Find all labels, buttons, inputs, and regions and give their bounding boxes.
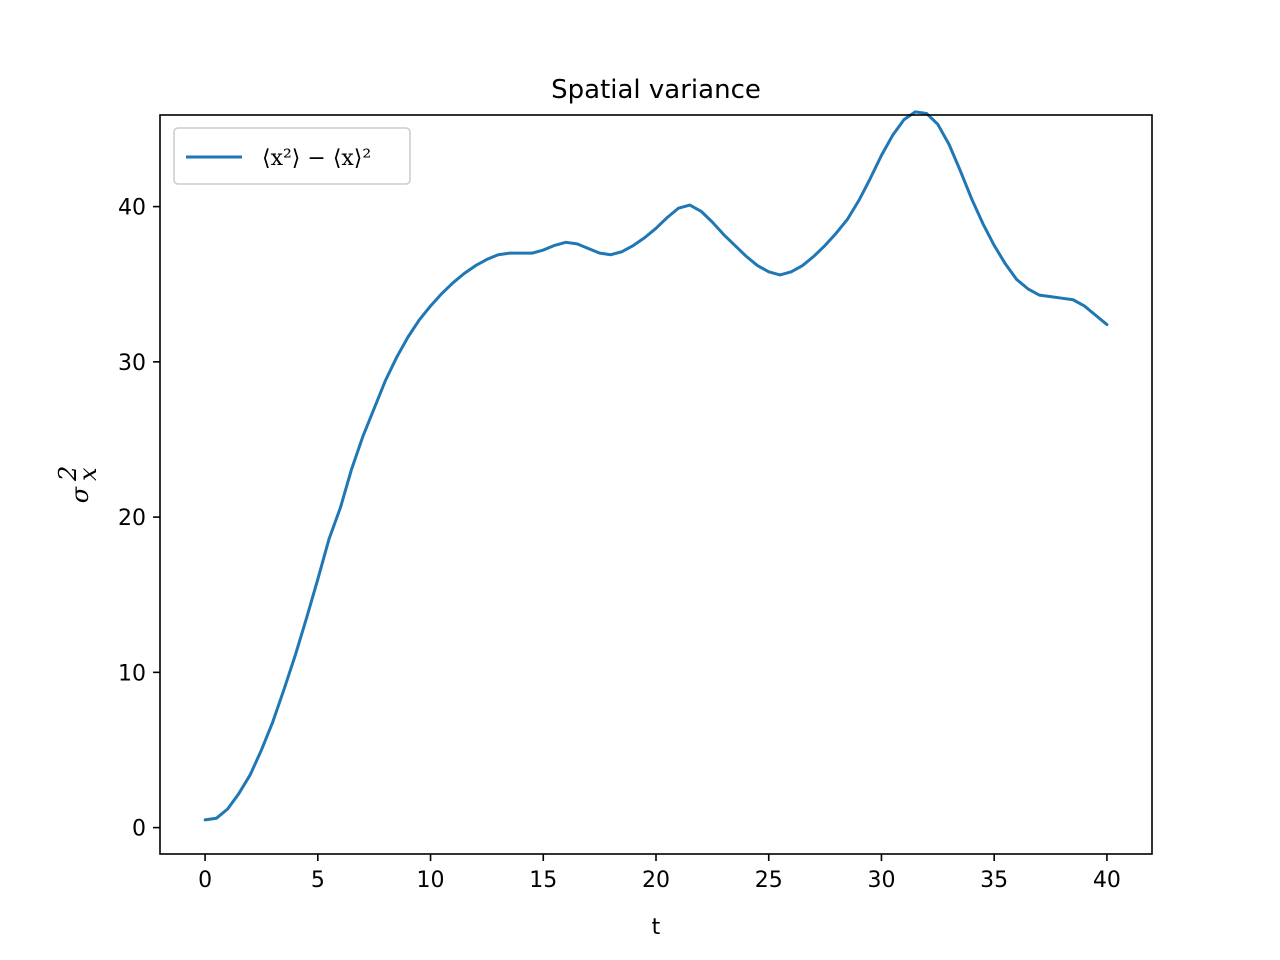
x-tick-label: 35 xyxy=(980,868,1008,893)
y-tick-label: 30 xyxy=(118,351,146,376)
y-axis-label: σ 2 x xyxy=(54,466,102,503)
series-line-0 xyxy=(203,110,1109,822)
y-axis-label-base: σ xyxy=(66,486,94,503)
legend-label: ⟨x²⟩ − ⟨x⟩² xyxy=(262,146,371,171)
y-tick-label: 0 xyxy=(132,817,146,842)
x-tick-label: 25 xyxy=(755,868,783,893)
plot-area: 0 5 10 15 20 25 30 35 40 0 10 20 30 40 xyxy=(118,110,1153,893)
x-tick-label: 5 xyxy=(311,868,325,893)
y-tick-label: 10 xyxy=(118,661,146,686)
legend-box xyxy=(173,127,411,185)
x-tick-label: 40 xyxy=(1093,868,1121,893)
chart-title: Spatial variance xyxy=(551,75,761,105)
x-tick-label: 0 xyxy=(198,868,212,893)
x-tick-label: 15 xyxy=(529,868,557,893)
x-tick-label: 30 xyxy=(867,868,895,893)
y-tick-label: 20 xyxy=(118,506,146,531)
y-axis-label-subscript: x xyxy=(74,467,102,481)
axes-frame xyxy=(159,114,1153,855)
x-axis-label: t xyxy=(652,915,661,940)
legend: ⟨x²⟩ − ⟨x⟩² xyxy=(173,127,411,185)
x-tick-label: 20 xyxy=(642,868,670,893)
y-tick-label: 40 xyxy=(118,196,146,221)
y-axis-label-superscript: 2 xyxy=(54,466,82,482)
x-tick-label: 10 xyxy=(417,868,445,893)
